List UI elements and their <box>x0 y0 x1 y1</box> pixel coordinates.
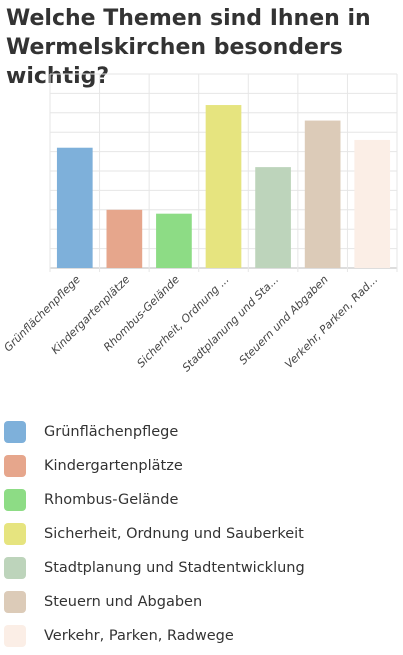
x-axis-tick-labels: GrünflächenpflegeKindergartenplätzeRhomb… <box>1 273 380 375</box>
legend-item[interactable]: Verkehr, Parken, Radwege <box>4 625 403 647</box>
legend-swatch <box>4 455 26 477</box>
legend-label: Steuern und Abgaben <box>44 594 203 610</box>
bar-1[interactable] <box>56 147 93 268</box>
legend-item[interactable]: Rhombus-Gelände <box>4 489 403 511</box>
legend-swatch <box>4 523 26 545</box>
bar-2[interactable] <box>106 209 143 268</box>
bar-4[interactable] <box>205 105 242 268</box>
legend-item[interactable]: Steuern und Abgaben <box>4 591 403 613</box>
legend-swatch <box>4 591 26 613</box>
legend-label: Rhombus-Gelände <box>44 492 179 508</box>
legend-swatch <box>4 625 26 647</box>
chart-title: Welche Themen sind Ihnen in Wermelskirch… <box>6 6 371 89</box>
legend-label: Stadtplanung und Stadtentwicklung <box>44 560 305 576</box>
legend-label: Verkehr, Parken, Radwege <box>44 628 234 644</box>
x-tick-label: Verkehr, Parken, Rad... <box>282 273 380 371</box>
bar-5[interactable] <box>255 167 291 268</box>
chart-bars <box>56 105 391 268</box>
legend-item[interactable]: Grünflächenpflege <box>4 421 403 443</box>
bar-7[interactable] <box>354 139 391 268</box>
x-tick-label: Stadtplanung und Sta... <box>180 273 281 374</box>
legend-label: Kindergartenplätze <box>44 458 183 474</box>
legend-item[interactable]: Stadtplanung und Stadtentwicklung <box>4 557 403 579</box>
legend-swatch <box>4 557 26 579</box>
legend-label: Grünflächenpflege <box>44 424 179 440</box>
bar-chart: GrünflächenpflegeKindergartenplätzeRhomb… <box>1 73 398 375</box>
bar-6[interactable] <box>304 120 341 268</box>
legend-label: Sicherheit, Ordnung und Sauberkeit <box>44 526 304 542</box>
legend-item[interactable]: Sicherheit, Ordnung und Sauberkeit <box>4 523 403 545</box>
legend-swatch <box>4 489 26 511</box>
legend-swatch <box>4 421 26 443</box>
bar-3[interactable] <box>156 213 192 268</box>
legend-item[interactable]: Kindergartenplätze <box>4 455 403 477</box>
x-tick-label: Sicherheit, Ordnung ... <box>134 273 231 370</box>
x-tick-label: Steuern und Abgaben <box>237 273 331 367</box>
